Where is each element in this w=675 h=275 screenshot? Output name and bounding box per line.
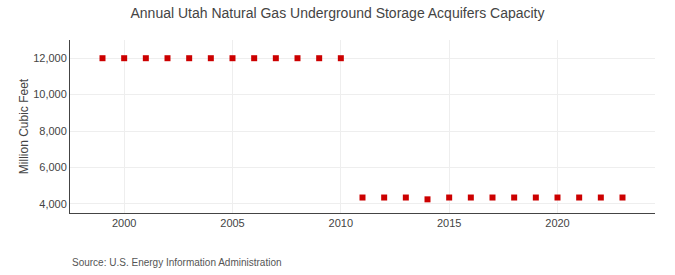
svg-text:2015: 2015 (437, 217, 461, 229)
svg-text:2020: 2020 (545, 217, 569, 229)
svg-text:2005: 2005 (220, 217, 244, 229)
svg-text:Source: U.S. Energy Informatio: Source: U.S. Energy Information Administ… (72, 257, 282, 268)
svg-text:Million Cubic Feet: Million Cubic Feet (17, 78, 31, 174)
svg-text:12,000: 12,000 (33, 52, 67, 64)
svg-text:2010: 2010 (329, 217, 353, 229)
svg-text:8,000: 8,000 (39, 125, 67, 137)
svg-text:2000: 2000 (112, 217, 136, 229)
svg-text:Annual Utah Natural Gas Underg: Annual Utah Natural Gas Underground Stor… (130, 5, 544, 21)
svg-text:6,000: 6,000 (39, 161, 67, 173)
svg-text:4,000: 4,000 (39, 198, 67, 210)
svg-text:10,000: 10,000 (33, 88, 67, 100)
